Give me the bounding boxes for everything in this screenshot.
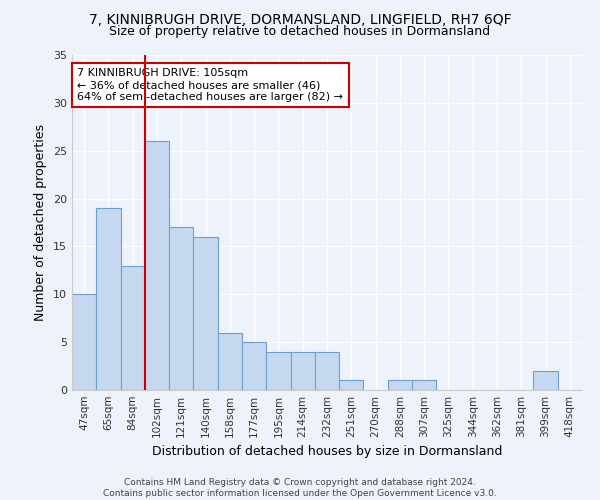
Bar	[412, 380, 436, 390]
Bar	[388, 380, 412, 390]
Bar	[121, 266, 145, 390]
Bar	[315, 352, 339, 390]
Bar	[266, 352, 290, 390]
Bar	[72, 294, 96, 390]
Bar	[290, 352, 315, 390]
Text: Size of property relative to detached houses in Dormansland: Size of property relative to detached ho…	[109, 25, 491, 38]
Bar	[533, 371, 558, 390]
Text: 7, KINNIBRUGH DRIVE, DORMANSLAND, LINGFIELD, RH7 6QF: 7, KINNIBRUGH DRIVE, DORMANSLAND, LINGFI…	[89, 12, 511, 26]
Bar	[242, 342, 266, 390]
Bar	[339, 380, 364, 390]
Bar	[145, 141, 169, 390]
Bar	[218, 332, 242, 390]
Bar	[193, 237, 218, 390]
X-axis label: Distribution of detached houses by size in Dormansland: Distribution of detached houses by size …	[152, 446, 502, 458]
Text: 7 KINNIBRUGH DRIVE: 105sqm
← 36% of detached houses are smaller (46)
64% of semi: 7 KINNIBRUGH DRIVE: 105sqm ← 36% of deta…	[77, 68, 343, 102]
Y-axis label: Number of detached properties: Number of detached properties	[34, 124, 47, 321]
Bar	[169, 228, 193, 390]
Text: Contains HM Land Registry data © Crown copyright and database right 2024.
Contai: Contains HM Land Registry data © Crown c…	[103, 478, 497, 498]
Bar	[96, 208, 121, 390]
